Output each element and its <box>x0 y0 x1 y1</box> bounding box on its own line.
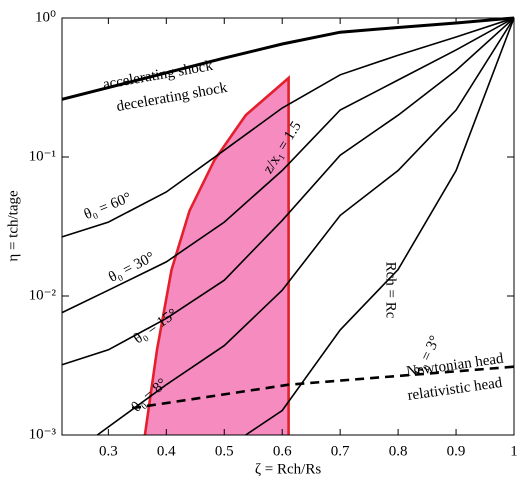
x-tick-label: 0.3 <box>99 443 118 459</box>
series-line <box>61 17 515 238</box>
shaded-region <box>144 78 289 435</box>
y-tick-label: 10⁻² <box>29 287 57 303</box>
series-line <box>61 17 515 314</box>
x-axis-label: ζ = Rch/Rs <box>255 461 322 477</box>
x-tick-label: 0.6 <box>273 443 292 459</box>
y-tick-label: 10⁻³ <box>29 426 57 442</box>
x-tick-label: 0.8 <box>389 443 408 459</box>
y-axis-label: η = tch/tage <box>5 190 21 262</box>
series-line <box>131 365 515 410</box>
annotation: Rch = Rc <box>383 262 399 319</box>
annotation: relativistic head <box>407 375 504 404</box>
plot-frame <box>61 17 515 436</box>
x-tick-label: 0.4 <box>157 443 176 459</box>
y-tick-label: 10⁻¹ <box>29 148 56 164</box>
x-tick-label: 0.5 <box>215 443 234 459</box>
y-tick-label: 10⁰ <box>35 9 56 25</box>
series-line <box>245 17 515 436</box>
x-tick-label: 1 <box>510 443 518 459</box>
x-tick-label: 0.7 <box>331 443 350 459</box>
region-edge <box>143 75 290 436</box>
annotation: θ₀ = 30° <box>106 249 157 286</box>
series-line <box>61 17 515 366</box>
annotation: θ₀ = 60° <box>82 190 134 223</box>
series-line <box>96 17 515 436</box>
x-tick-label: 0.9 <box>447 443 466 459</box>
